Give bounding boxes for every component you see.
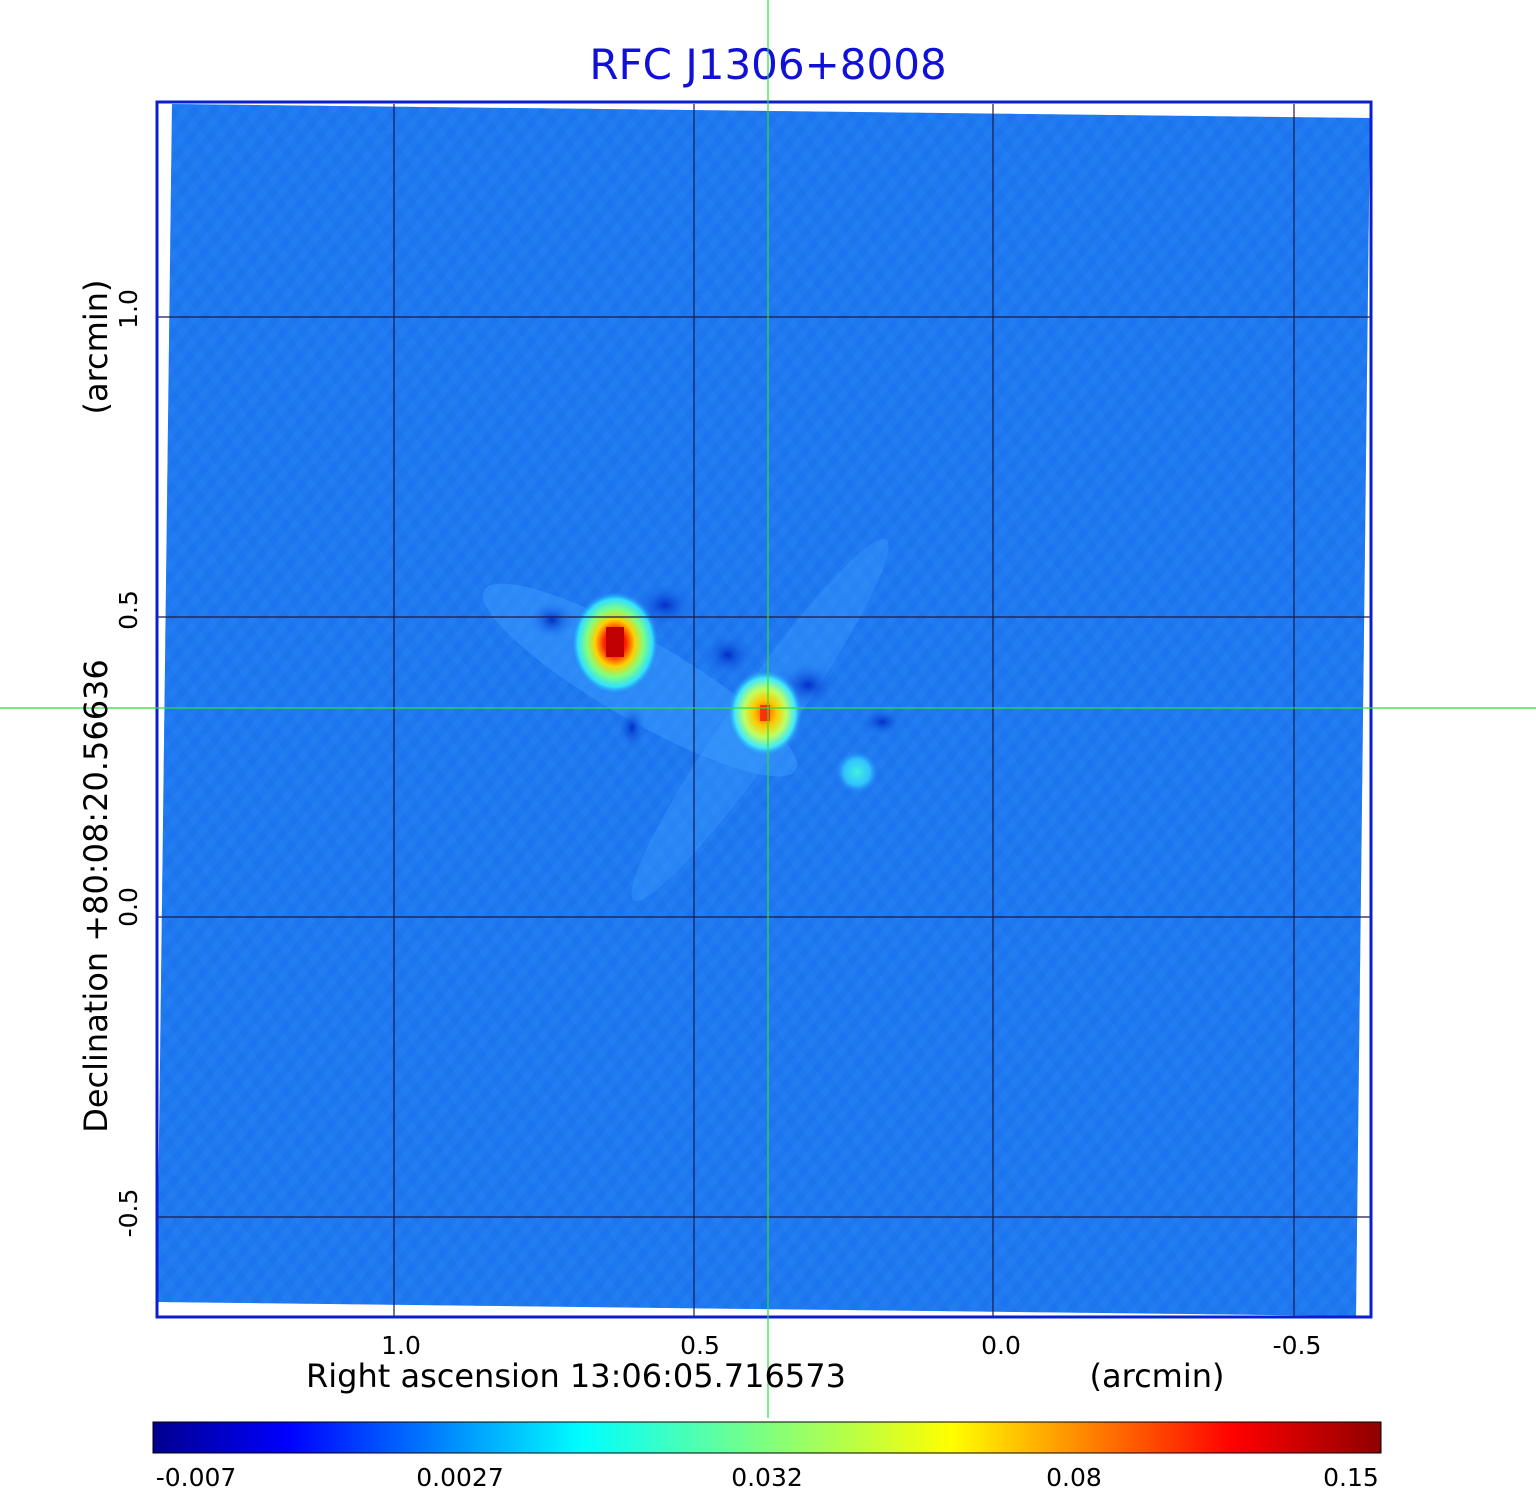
x-tick-label: 0.0 [981, 1331, 1021, 1360]
y-tick-label: 0.0 [114, 887, 143, 927]
y-tick-label: -0.5 [114, 1189, 143, 1238]
plot-frame [155, 100, 1373, 1319]
negative-lobe [618, 706, 646, 750]
crosshair [0, 0, 1536, 1418]
colorbar-label: 0.15 [1323, 1463, 1379, 1492]
y-tick-label: 1.0 [114, 289, 143, 329]
colorbar-label: -0.007 [156, 1463, 237, 1492]
y-axis-unit: (arcmin) [77, 280, 115, 415]
x-tick-label: 1.0 [381, 1331, 421, 1360]
sky-image [157, 104, 1370, 1316]
colorbar-label: 0.08 [1046, 1463, 1102, 1492]
colorbar-label: 0.032 [731, 1463, 803, 1492]
colorbar [152, 1421, 1382, 1454]
x-axis-label: Right ascension 13:06:05.716573 [306, 1357, 846, 1395]
y-tick-label: 0.5 [114, 590, 143, 630]
coordinate-grid [157, 104, 1370, 1316]
colorbar-label: 0.0027 [416, 1463, 503, 1492]
x-axis-unit: (arcmin) [1090, 1357, 1225, 1395]
negative-lobe [530, 602, 574, 638]
radio-source-faint [835, 750, 879, 794]
negative-lobe [702, 633, 754, 677]
x-tick-label: 0.5 [680, 1331, 720, 1360]
y-axis-label: Declination +80:08:20.56636 [77, 659, 115, 1133]
negative-lobe [860, 708, 904, 736]
x-tick-label: -0.5 [1273, 1331, 1322, 1360]
